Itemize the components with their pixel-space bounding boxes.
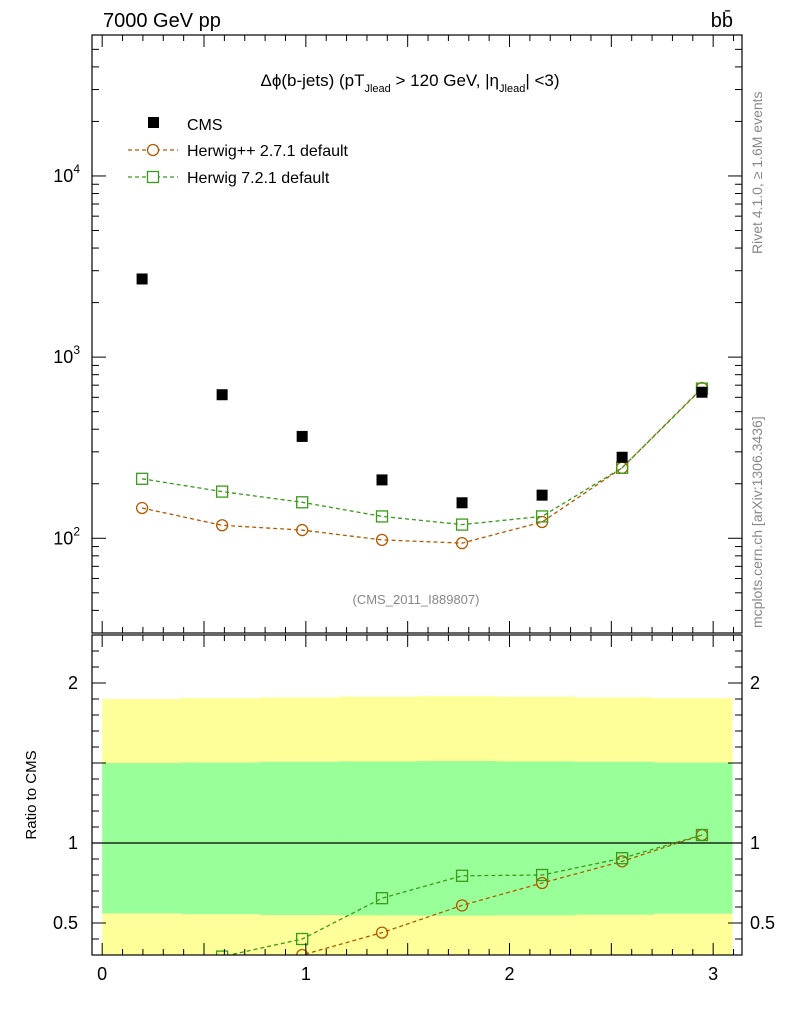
process-label: bb̄ xyxy=(711,9,733,32)
ratio-series-herwig-7-2-1-default xyxy=(137,828,709,996)
inner-band-bin xyxy=(574,761,654,915)
data-point-cms xyxy=(376,474,388,486)
x-tick-label: 3 xyxy=(708,964,718,984)
ratio-point-herwigpp-2-7-1-default xyxy=(137,989,148,1000)
data-point-herwigpp-2-7-1-default xyxy=(135,501,149,515)
reference-label: (CMS_2011_I889807) xyxy=(353,592,480,607)
data-point-cms xyxy=(136,273,148,285)
data-point-cms xyxy=(536,489,548,501)
inner-band-bin xyxy=(259,761,339,915)
ratio-y-axis-label: Ratio to CMS xyxy=(23,750,40,839)
data-point-herwig-7-2-1-default xyxy=(135,472,149,485)
main-frame xyxy=(91,34,743,634)
mcplots-label: mcplots.cern.ch [arXiv:1306.3436] xyxy=(749,416,765,628)
ratio-y-tick-label-right: 2 xyxy=(750,673,760,693)
ratio-point-herwig-7-2-1-default xyxy=(137,985,148,996)
data-point-herwig-7-2-1-default xyxy=(535,510,549,523)
ratio-line-herwigpp-2-7-1-default xyxy=(299,834,703,955)
ratio-panel: 0 1 2 3 0.5 0.5 1 1 2 2 Ratio to CMS xyxy=(23,634,775,1000)
ratio-point-herwig-7-2-1-default xyxy=(215,950,229,955)
legend-entry-cms: CMS xyxy=(148,117,223,134)
ratio-point-herwig-7-2-1-default xyxy=(535,868,549,882)
legend-marker-herwig7 xyxy=(146,170,160,184)
data-point-herwig-7-2-1-default xyxy=(215,485,229,498)
series-cms xyxy=(136,273,708,509)
inner-band-bin xyxy=(495,761,576,916)
ratio-point-herwig-7-2-1-default xyxy=(455,869,469,882)
ratio-point-herwigpp-2-7-1-default xyxy=(296,948,309,955)
chart-title: Δϕ(b-jets) (pTJlead > 120 GeV, |ηJlead| … xyxy=(260,71,559,95)
ratio-line-herwig-7-2-1-default xyxy=(226,834,703,955)
legend: CMS Herwig++ 2.7.1 default Herwig 7.2.1 … xyxy=(128,117,349,187)
ratio-point-herwigpp-2-7-1-default xyxy=(535,876,549,890)
data-point-herwig-7-2-1-default xyxy=(455,518,469,531)
ratio-point-herwig-7-2-1-default xyxy=(296,932,309,946)
inner-band-bin xyxy=(338,761,418,916)
data-point-herwigpp-2-7-1-default xyxy=(215,519,229,532)
ratio-point-herwig-7-2-1-default xyxy=(695,828,709,842)
ratio-point-herwigpp-2-7-1-default xyxy=(217,967,228,978)
legend-entry-herwigpp: Herwig++ 2.7.1 default xyxy=(128,143,349,160)
main-y-tick-label: 103 xyxy=(53,343,80,367)
main-panel: 102 103 104 Δϕ(b-jets) (pTJlead > 120 GeV,… xyxy=(53,34,743,634)
x-tick-label: 2 xyxy=(504,964,514,984)
data-point-herwig-7-2-1-default xyxy=(375,510,389,523)
data-point-cms xyxy=(216,389,228,401)
data-point-herwig-7-2-1-default xyxy=(296,496,309,509)
inner-band-bin xyxy=(417,761,497,916)
data-point-cms xyxy=(696,386,708,398)
rivet-version-label: Rivet 4.1.0, ≥ 1.6M events xyxy=(749,91,765,254)
ratio-point-herwigpp-2-7-1-default xyxy=(455,899,469,912)
energy-label: 7000 GeV pp xyxy=(103,10,221,32)
legend-label-cms: CMS xyxy=(187,117,223,134)
main-y-tick-label: 102 xyxy=(53,524,80,548)
ratio-y-tick-label: 0.5 xyxy=(53,913,78,933)
data-point-herwigpp-2-7-1-default xyxy=(375,533,389,547)
data-point-cms xyxy=(616,451,628,463)
series-line-herwigpp-2-7-1-default xyxy=(141,387,703,544)
series-herwig-7-2-1-default xyxy=(135,382,709,531)
ratio-y-tick-label: 1 xyxy=(68,833,78,853)
x-tick-label: 0 xyxy=(97,964,107,984)
ratio-y-tick-label-right: 0.5 xyxy=(750,913,775,933)
legend-label-herwigpp: Herwig++ 2.7.1 default xyxy=(187,143,349,160)
ratio-uncertainty-bands xyxy=(102,696,733,955)
ratio-point-herwig-7-2-1-default xyxy=(375,892,389,905)
x-tick-label: 1 xyxy=(301,964,311,984)
data-point-herwigpp-2-7-1-default xyxy=(455,536,469,550)
ratio-point-herwig-7-2-1-default xyxy=(615,852,629,865)
legend-label-herwig7: Herwig 7.2.1 default xyxy=(187,170,330,187)
data-point-herwigpp-2-7-1-default xyxy=(296,523,309,537)
ratio-y-tick-label-right: 1 xyxy=(750,833,760,853)
inner-band-bin xyxy=(102,763,182,914)
main-y-tick-label: 104 xyxy=(53,162,80,186)
ratio-point-herwigpp-2-7-1-default xyxy=(375,926,389,939)
legend-marker-cms xyxy=(148,117,159,128)
data-point-cms xyxy=(296,430,308,442)
data-point-cms xyxy=(456,497,468,509)
series-herwigpp-2-7-1-default xyxy=(135,381,709,550)
inner-band-bin xyxy=(180,762,261,915)
ratio-y-tick-label: 2 xyxy=(68,673,78,693)
series-line-herwig-7-2-1-default xyxy=(141,388,703,526)
legend-entry-herwig7: Herwig 7.2.1 default xyxy=(128,170,330,187)
legend-marker-herwigpp xyxy=(146,143,160,157)
